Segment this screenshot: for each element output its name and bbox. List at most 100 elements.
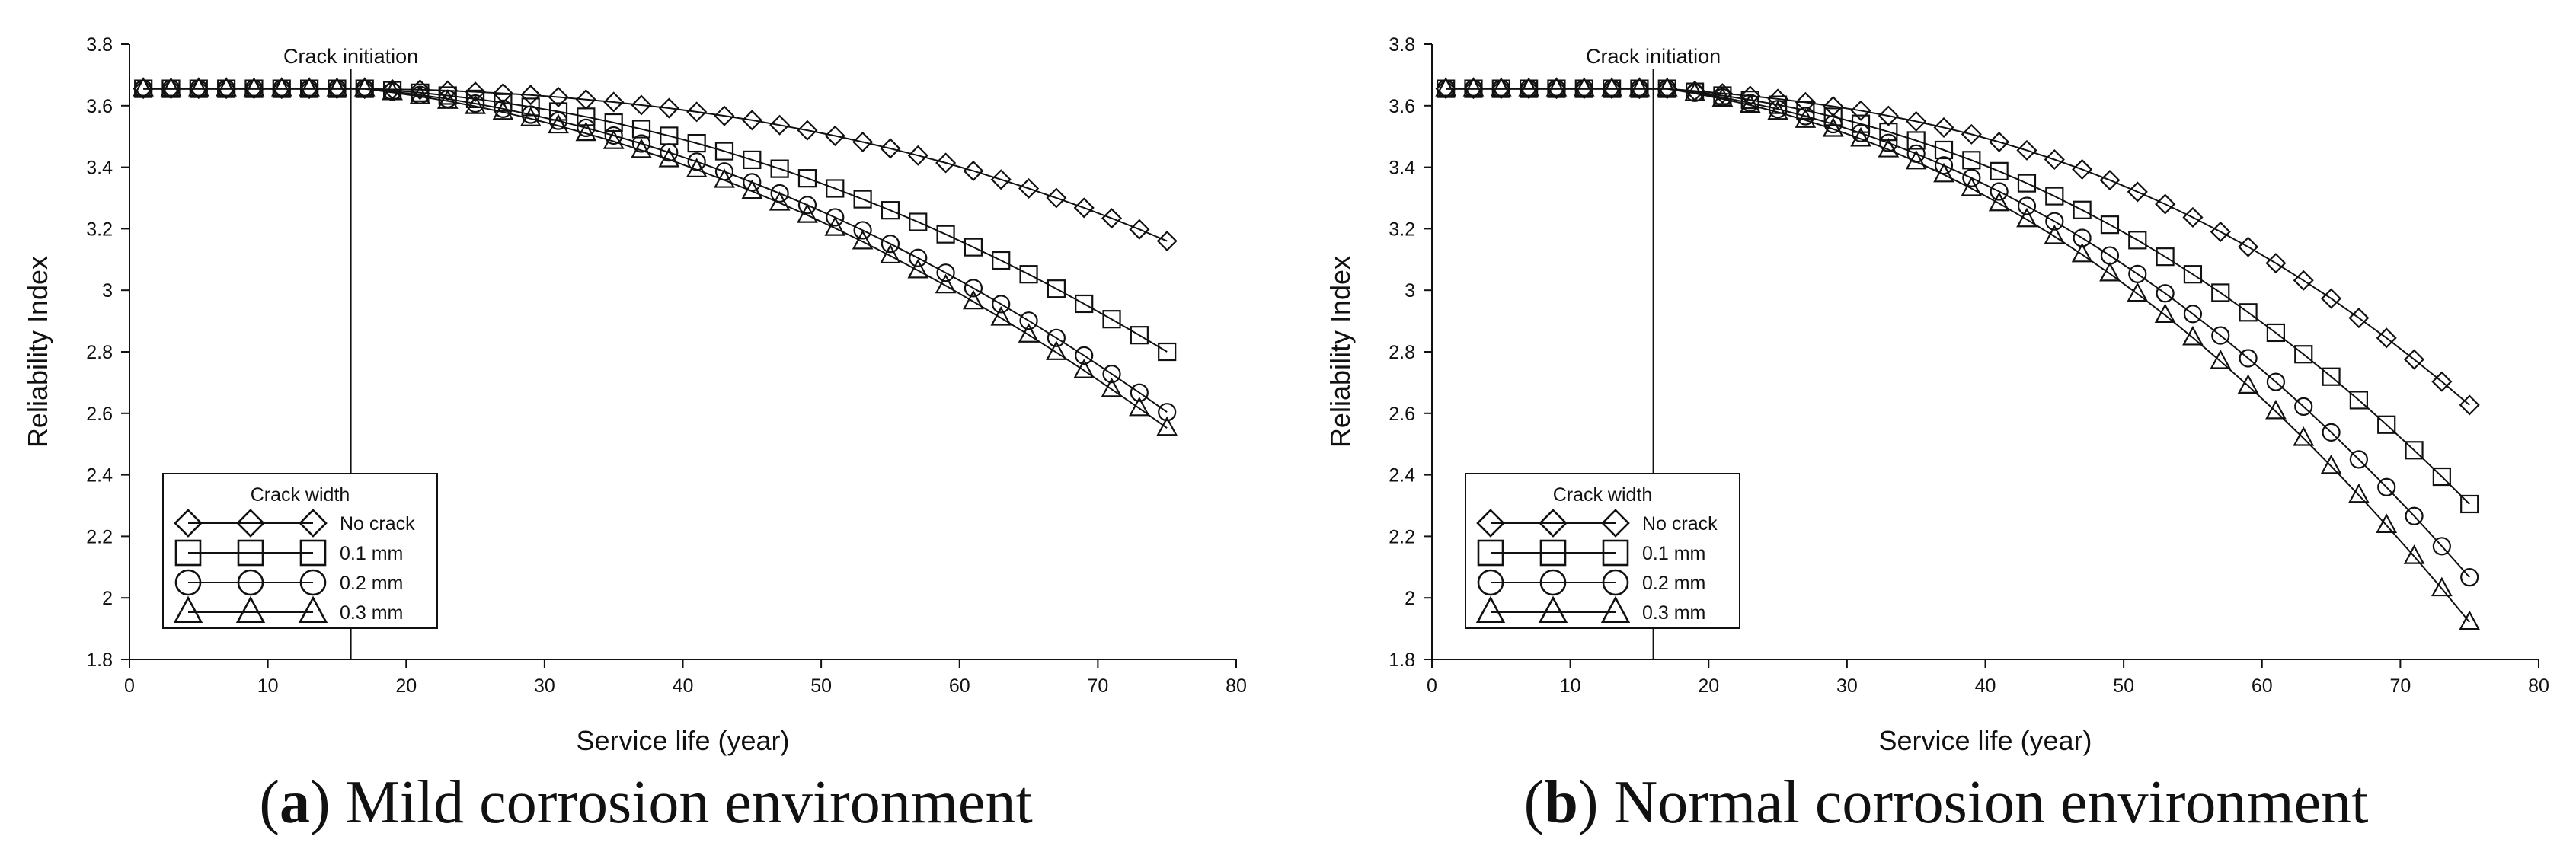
data-point-triangle — [2376, 513, 2398, 533]
legend-marker-square — [237, 539, 264, 567]
data-point-square — [2460, 494, 2479, 514]
data-point-diamond — [2265, 253, 2287, 274]
data-point-triangle — [1988, 191, 2010, 212]
series-circle — [134, 79, 1177, 422]
data-point-circle — [521, 105, 540, 124]
data-point-triangle — [686, 158, 708, 177]
data-point-triangle — [2016, 207, 2037, 228]
series-line — [143, 88, 1168, 429]
data-point-circle — [881, 235, 900, 254]
data-point-diamond — [2376, 327, 2397, 349]
caption-label: b — [1544, 769, 1578, 836]
legend-entry: 0.1 mm — [1477, 539, 1705, 567]
data-point-triangle — [1711, 87, 1734, 107]
x-tick-label: 70 — [2389, 675, 2411, 697]
legend-marker-circle — [299, 569, 327, 596]
data-point-triangle — [1435, 77, 1457, 97]
data-point-triangle — [2210, 350, 2232, 369]
data-point-triangle — [2182, 325, 2204, 346]
caption-text: ) Normal corrosion environment — [1578, 769, 2369, 836]
data-point-circle — [604, 126, 623, 145]
data-point-square — [1019, 265, 1038, 284]
legend-marker-circle — [237, 569, 264, 596]
legend-entry: 0.3 mm — [1475, 595, 1705, 624]
y-tick-label: 2.6 — [86, 404, 113, 425]
legend-title: Crack width — [1553, 484, 1653, 506]
data-point-triangle — [2459, 610, 2481, 630]
data-point-diamond — [1989, 131, 2010, 153]
data-point-triangle — [270, 77, 292, 97]
data-point-triangle — [1656, 77, 1678, 97]
legend-marker-diamond — [299, 509, 328, 538]
data-point-circle — [936, 263, 955, 282]
data-point-triangle — [1601, 77, 1622, 97]
data-point-circle — [992, 295, 1011, 314]
data-point-triangle — [2265, 399, 2287, 420]
data-point-triangle — [852, 229, 874, 250]
data-point-circle — [909, 248, 928, 267]
y-tick-label: 2 — [1405, 588, 1415, 609]
data-point-square — [2322, 367, 2341, 386]
data-point-square — [2211, 283, 2230, 302]
data-point-triangle — [187, 77, 209, 97]
y-tick-label: 1.8 — [86, 650, 113, 671]
caption-text: ) Mild corrosion environment — [310, 769, 1033, 836]
data-point-triangle — [1905, 149, 1927, 170]
y-tick-label: 3.2 — [1389, 219, 1415, 240]
x-tick-label: 80 — [1226, 675, 1247, 697]
y-tick-label: 3 — [102, 280, 113, 302]
legend-marker-triangle — [1600, 595, 1631, 624]
legend-entry: No crack — [174, 509, 415, 538]
data-point-circle — [1130, 383, 1149, 402]
data-point-circle — [1934, 156, 1954, 175]
data-point-circle — [2156, 284, 2175, 303]
data-point-circle — [1962, 168, 1981, 187]
legend-marker-square — [1477, 539, 1504, 567]
x-tick-label: 70 — [1087, 675, 1108, 697]
legend-label: 0.1 mm — [340, 543, 403, 564]
data-point-triangle — [1073, 359, 1095, 378]
data-point-diamond — [2155, 193, 2176, 215]
data-point-triangle — [1628, 77, 1651, 97]
data-point-square — [881, 201, 900, 220]
data-point-circle — [2073, 228, 2092, 247]
data-point-diamond — [963, 160, 984, 182]
series-diamond — [133, 78, 1178, 252]
data-point-circle — [1823, 114, 1843, 134]
data-point-triangle — [1822, 117, 1844, 137]
data-point-square — [2045, 187, 2064, 206]
data-point-diamond — [714, 105, 735, 126]
series-triangle — [133, 77, 1178, 436]
data-point-triangle — [1961, 176, 1983, 196]
data-point-triangle — [133, 77, 155, 97]
data-point-square — [1823, 107, 1843, 126]
data-point-triangle — [160, 77, 182, 97]
data-point-diamond — [935, 152, 957, 174]
legend-marker-triangle — [173, 595, 203, 624]
data-point-triangle — [2403, 544, 2425, 564]
data-point-square — [770, 159, 789, 178]
data-point-circle — [826, 208, 845, 227]
data-point-diamond — [520, 85, 542, 106]
data-point-circle — [2349, 450, 2368, 469]
x-tick-label: 60 — [2252, 675, 2273, 697]
data-point-circle — [2460, 568, 2479, 587]
data-point-diamond — [1046, 187, 1067, 209]
data-point-diamond — [658, 97, 679, 119]
data-point-square — [1934, 140, 1954, 160]
data-point-square — [2128, 231, 2147, 250]
data-point-diamond — [2182, 206, 2204, 228]
series-line — [1446, 88, 2470, 406]
legend-marker-circle — [1602, 569, 1629, 596]
data-point-square — [494, 93, 513, 112]
y-tick-label: 1.8 — [1389, 650, 1415, 671]
x-tick-label: 30 — [1836, 675, 1858, 697]
data-point-diamond — [409, 79, 430, 101]
data-point-triangle — [216, 77, 237, 97]
data-point-square — [1130, 326, 1149, 345]
data-point-triangle — [935, 273, 957, 294]
data-point-circle — [2405, 506, 2424, 525]
data-point-square — [1906, 131, 1926, 150]
data-point-triangle — [741, 179, 763, 199]
data-point-triangle — [880, 244, 901, 264]
